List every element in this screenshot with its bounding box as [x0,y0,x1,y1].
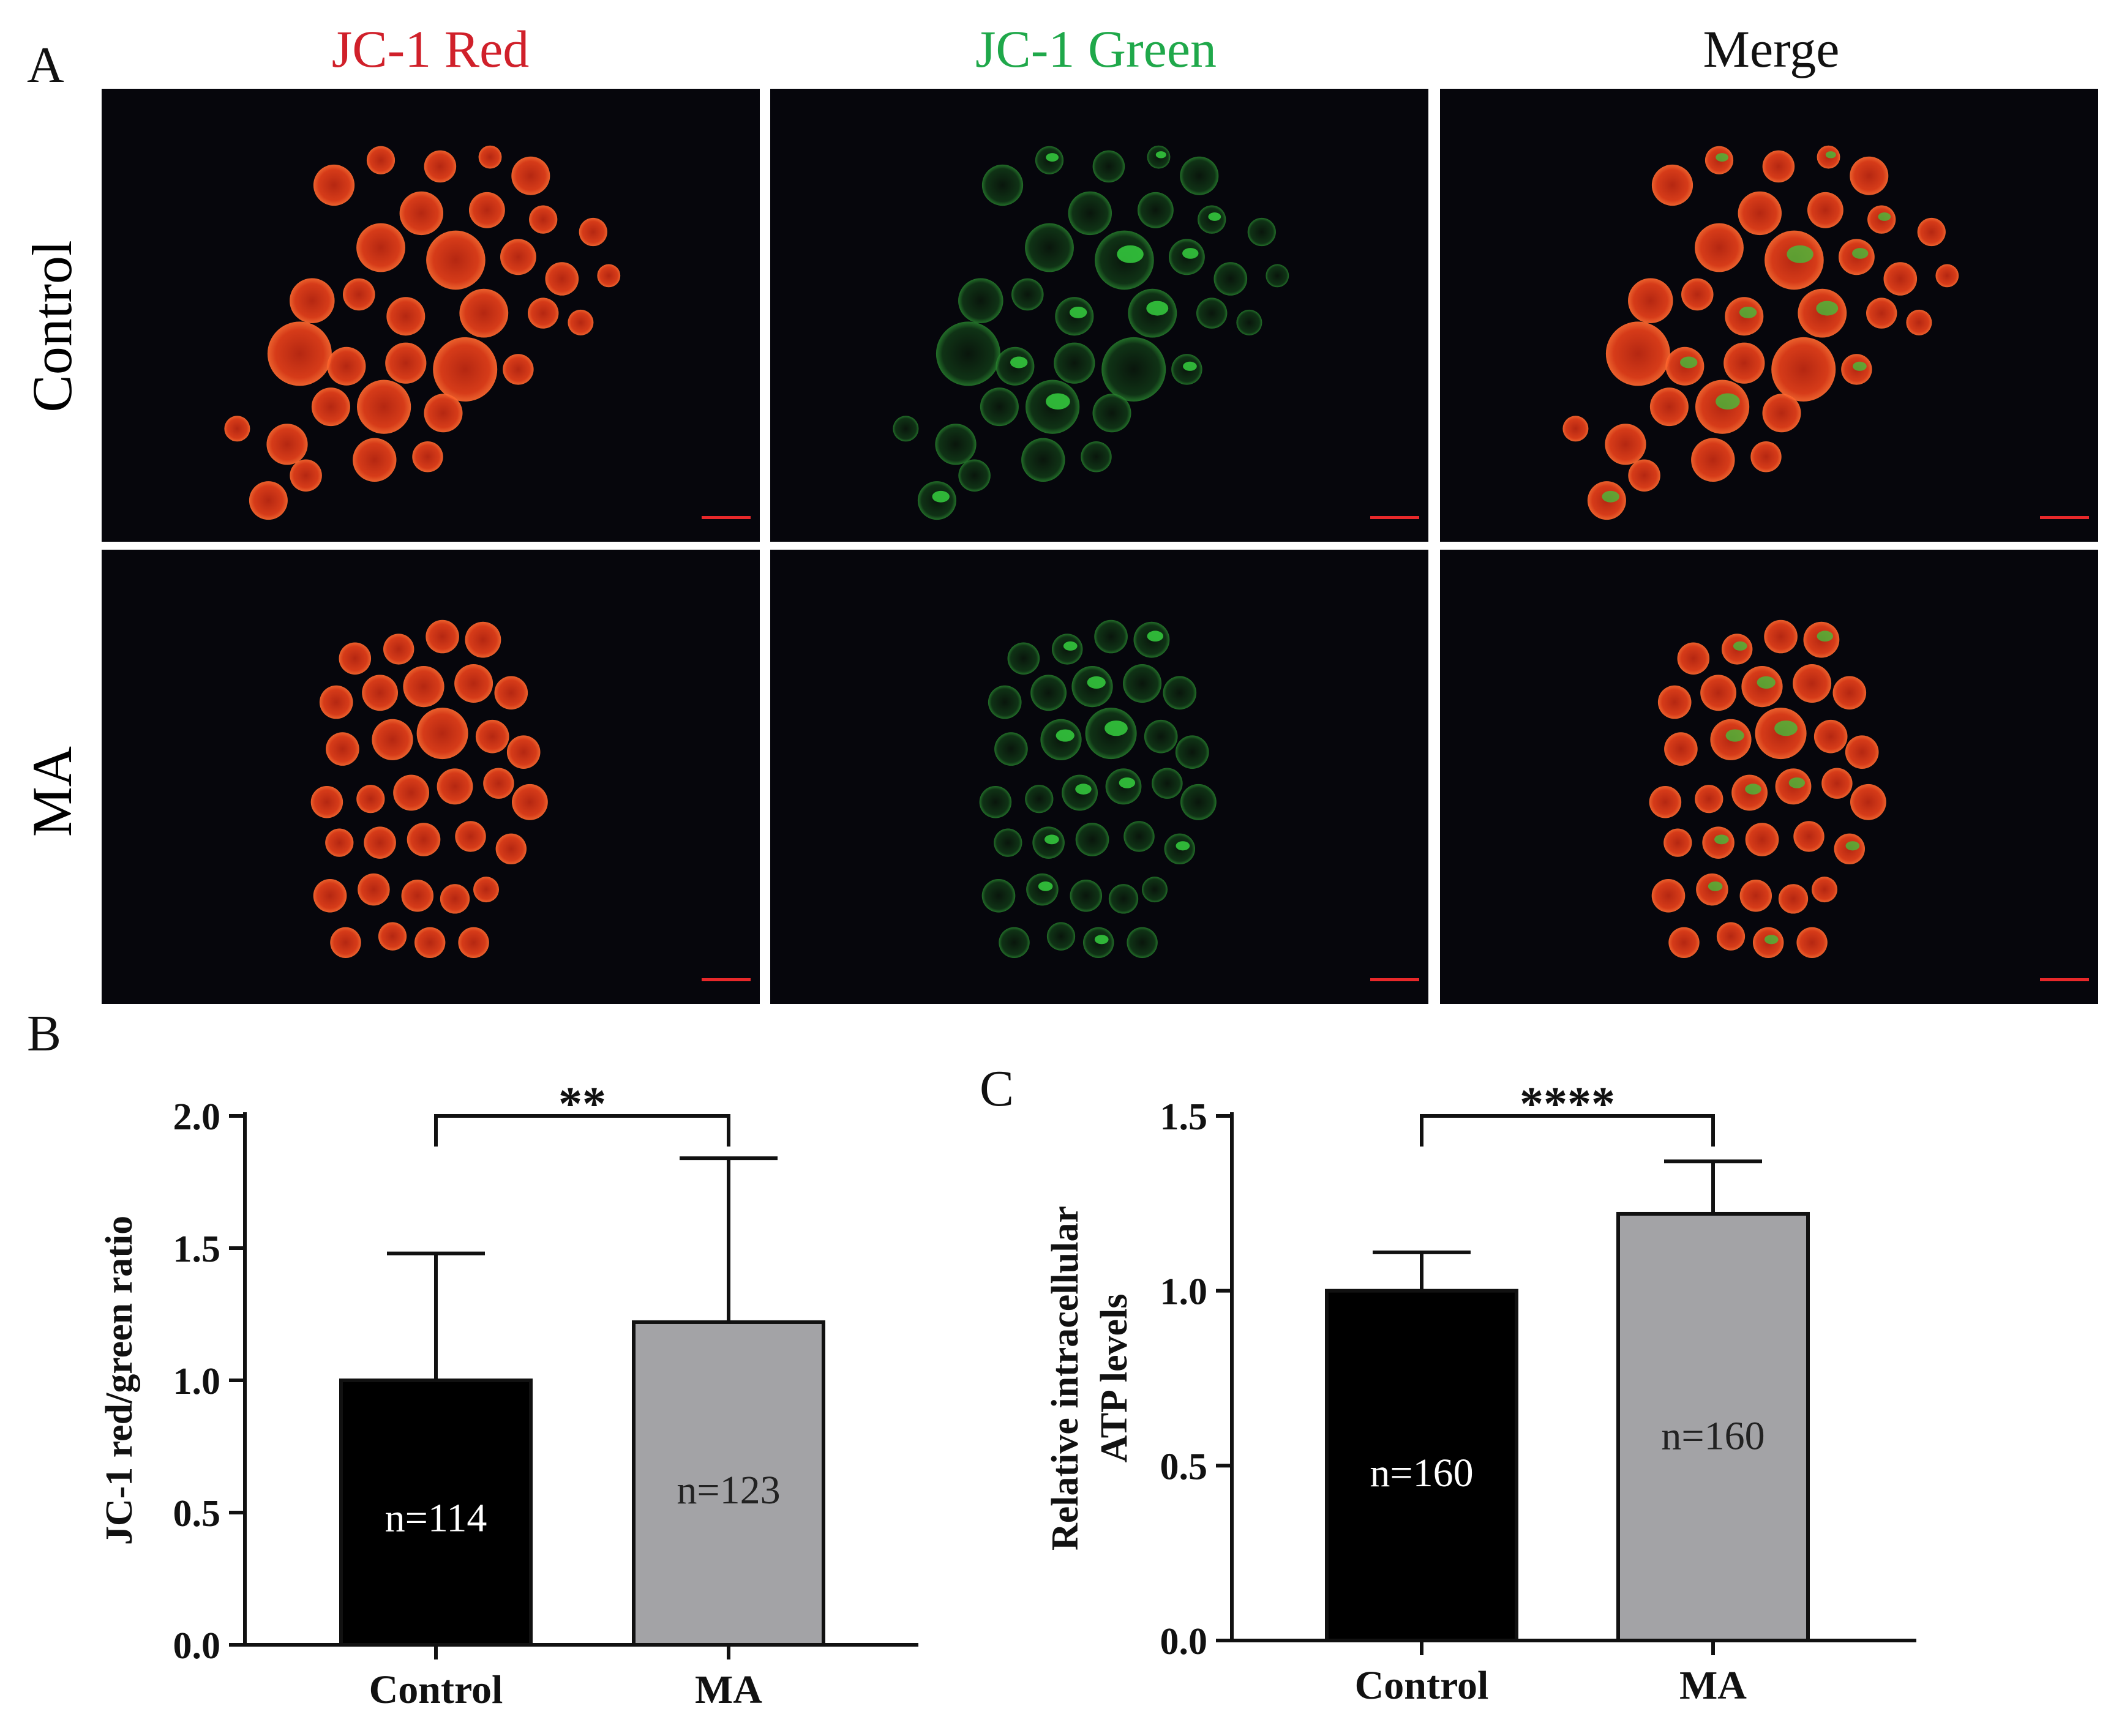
chart-c: 0.0 0.5 1.0 1.5 n=160 Control n=160 MA **** Relat… [1044,1077,1916,1708]
y-tick-label: 1.0 [1160,1271,1208,1313]
chart-b: 0.0 0.5 1.0 1.5 2.0 n=114 Control n=123 MA ** JC-1… [99,1077,918,1712]
x-tick-label: Control [1355,1663,1489,1708]
micrograph-control-red [102,89,760,542]
bar-count-label: n=160 [1661,1413,1765,1458]
row-header-control: Control [21,240,83,413]
micrograph-control-merge [1440,89,2098,542]
significance-label: **** [1520,1077,1615,1130]
y-tick-label: 0.5 [1160,1446,1208,1487]
bar-ma [632,1320,825,1647]
micrograph-control-green [770,89,1428,542]
micrograph-ma-green [770,550,1428,1004]
column-header-green: JC-1 Green [975,20,1217,78]
bar-count-label: n=114 [385,1496,487,1541]
significance-label: ** [558,1077,606,1130]
y-tick-label: 0.5 [173,1493,221,1535]
bar-control [1325,1289,1518,1642]
x-tick-label: Control [369,1667,503,1712]
y-tick-label: 1.5 [173,1229,221,1270]
y-axis-label: Relative intracellular [1044,1206,1086,1551]
panel-a-label: A [27,37,64,94]
column-header-merge: Merge [1703,20,1840,78]
bar-ma [1616,1211,1810,1642]
y-tick-label: 0.0 [173,1625,221,1667]
x-tick-label: MA [1679,1663,1747,1708]
bar-count-label: n=123 [677,1468,780,1513]
row-header-ma: MA [21,746,83,837]
panel-b-label: B [27,1005,62,1062]
significance-bracket [1420,1114,1715,1147]
panel-c-label: C [980,1060,1014,1117]
micrograph-ma-merge [1440,550,2098,1004]
y-tick-label: 1.0 [173,1361,221,1402]
y-tick-label: 0.0 [1160,1621,1208,1663]
x-tick-label: MA [695,1667,762,1712]
bar-control [339,1379,533,1647]
y-tick-label: 2.0 [173,1096,221,1138]
column-header-red: JC-1 Red [331,20,530,78]
y-axis-label: ATP levels [1093,1293,1135,1462]
y-tick-label: 1.5 [1160,1096,1208,1138]
bar-count-label: n=160 [1370,1451,1473,1495]
y-axis-label: JC-1 red/green ratio [99,1216,140,1545]
significance-bracket [434,1114,730,1147]
micrograph-ma-red [102,550,760,1004]
